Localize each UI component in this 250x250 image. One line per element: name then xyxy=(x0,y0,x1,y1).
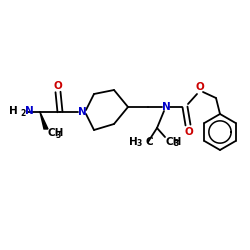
Text: CH: CH xyxy=(48,128,64,138)
Text: N: N xyxy=(162,102,170,112)
Text: 2: 2 xyxy=(20,110,26,118)
Text: 3: 3 xyxy=(137,140,142,148)
Text: N: N xyxy=(25,106,34,116)
Text: H: H xyxy=(129,137,138,147)
Text: 3: 3 xyxy=(174,140,179,148)
Text: H: H xyxy=(9,106,18,116)
Polygon shape xyxy=(40,112,48,129)
Text: O: O xyxy=(184,127,194,137)
Text: N: N xyxy=(78,107,86,117)
Text: O: O xyxy=(54,81,62,91)
Text: CH: CH xyxy=(166,137,182,147)
Text: O: O xyxy=(196,82,204,92)
Text: C: C xyxy=(145,137,152,147)
Text: 3: 3 xyxy=(56,130,61,140)
